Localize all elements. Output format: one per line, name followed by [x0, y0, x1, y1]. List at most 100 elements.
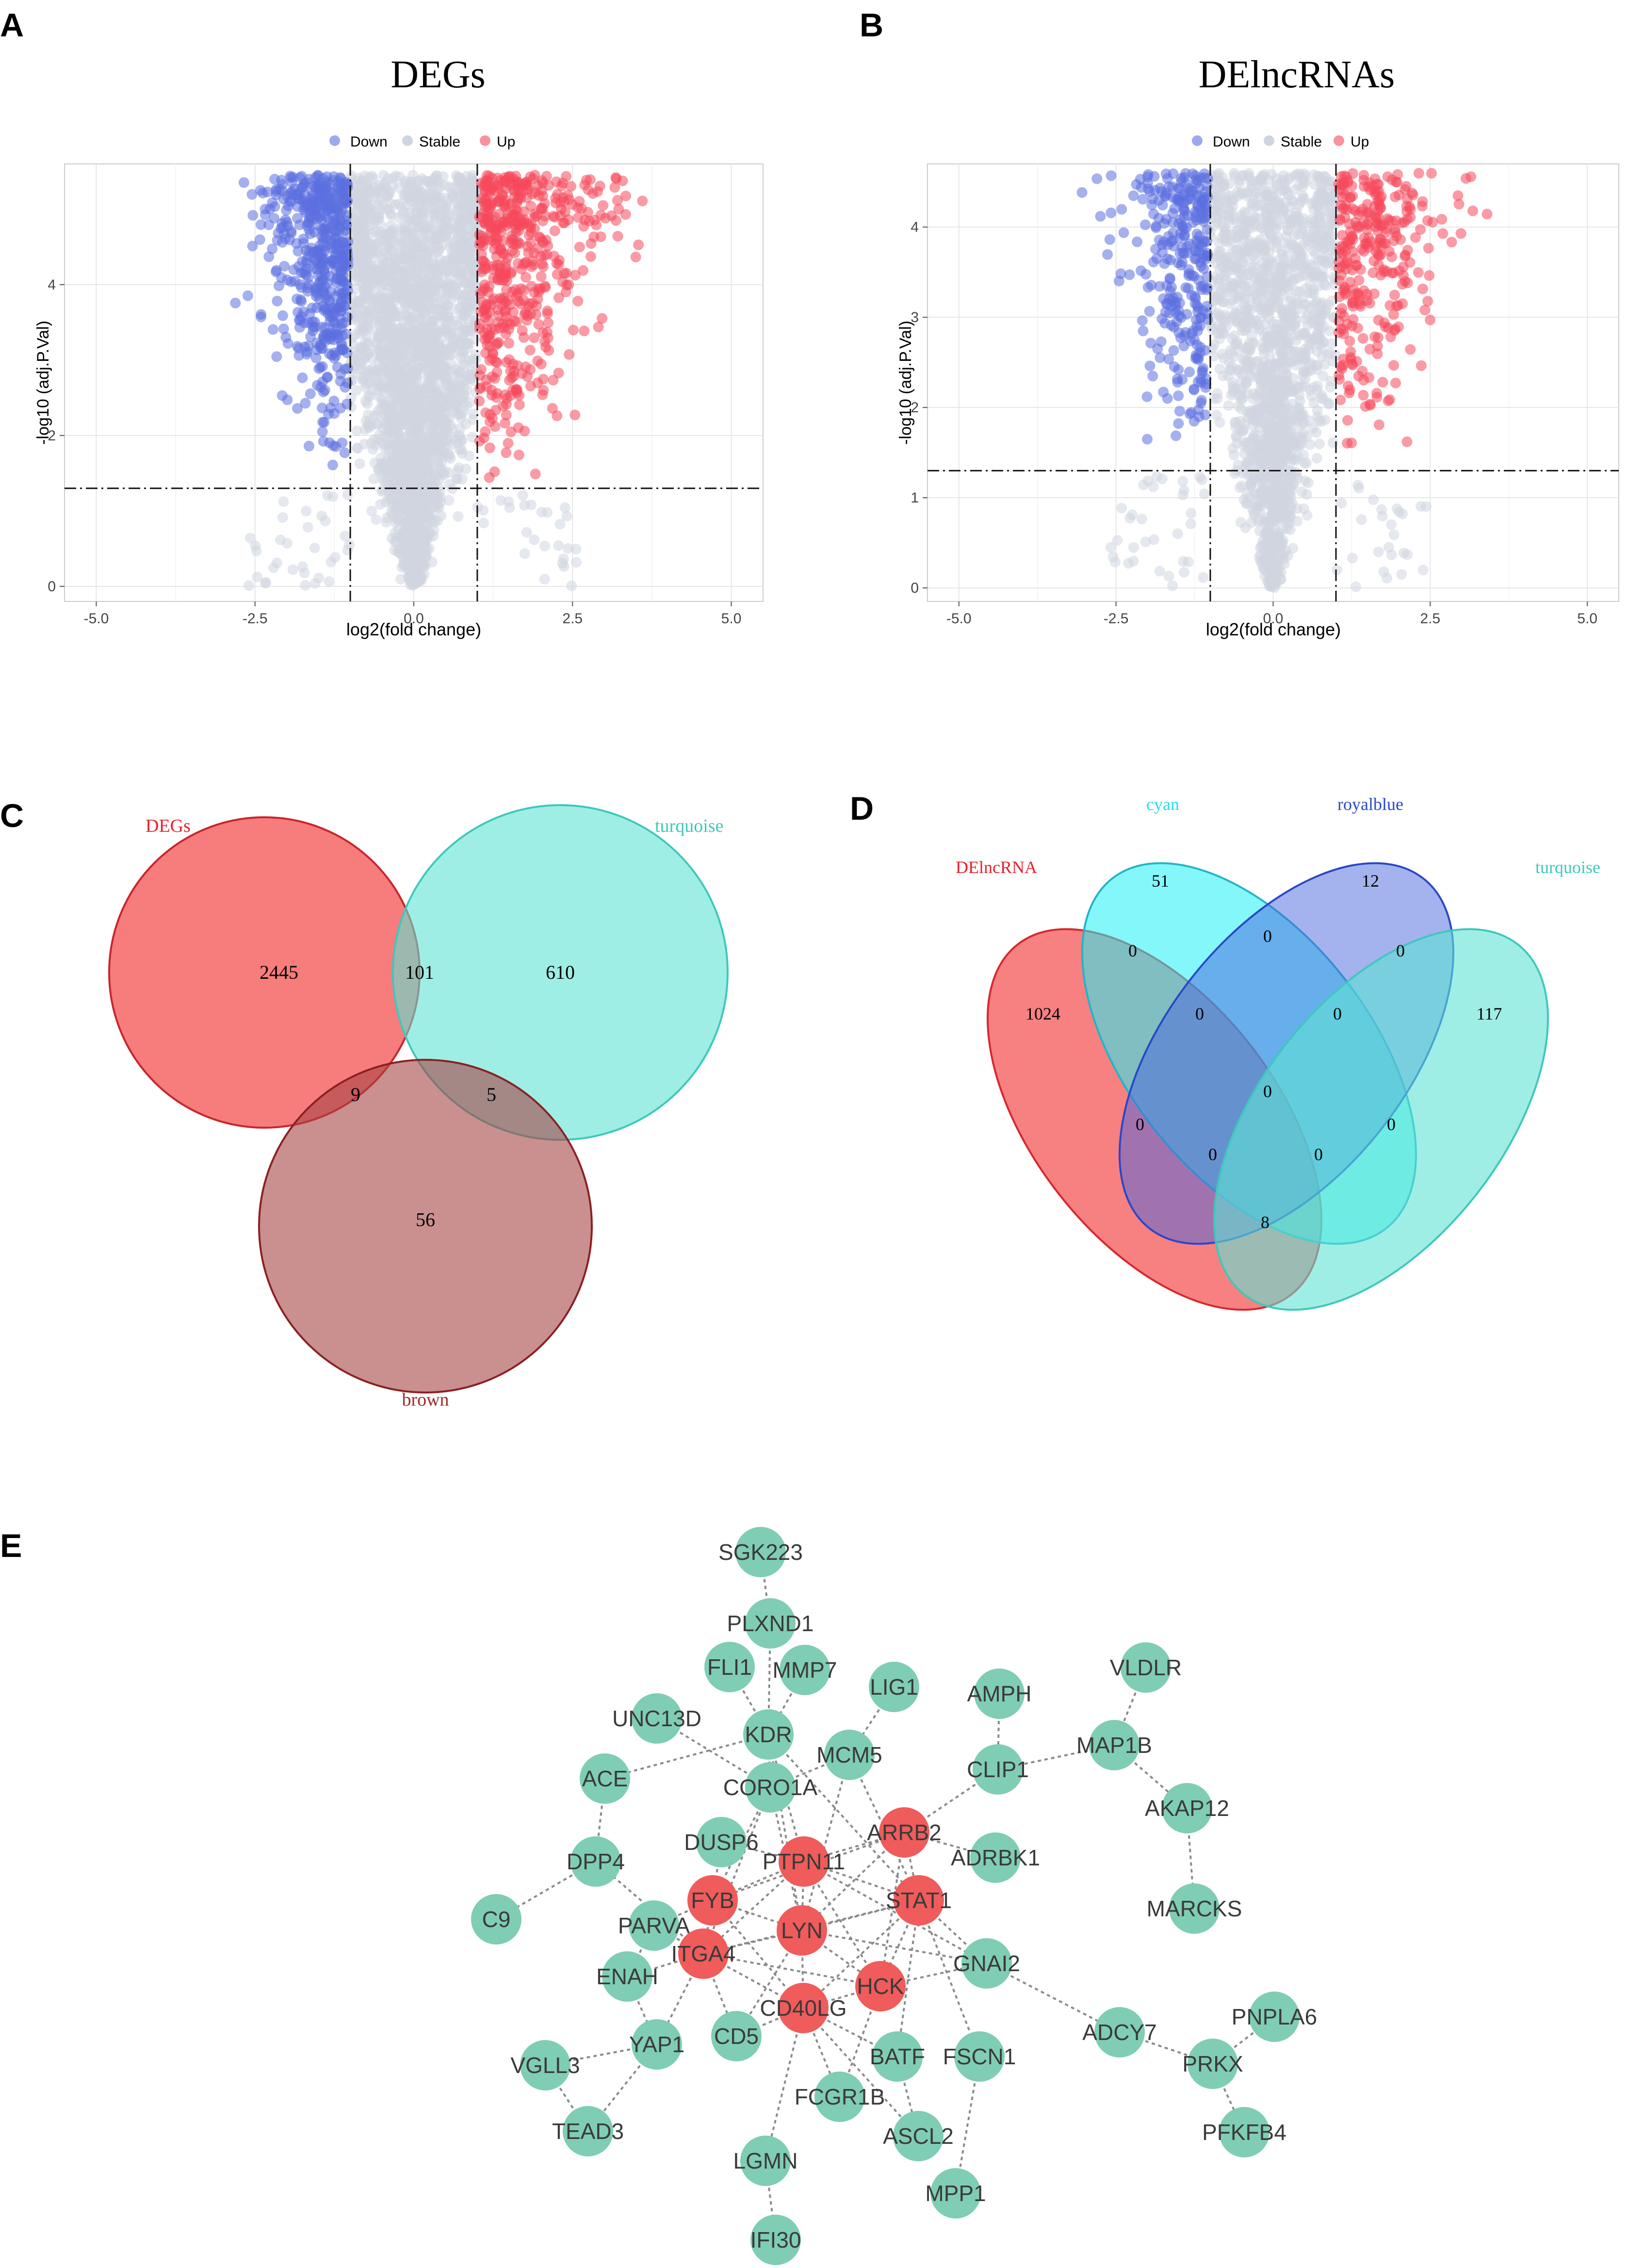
- data-point-stable: [394, 441, 405, 452]
- data-point-stable: [407, 314, 418, 325]
- volcano-plot-delncrnas: DElncRNAs Down Stable Up -5.0 -2.5 0.0 2.5 5…: [896, 53, 1619, 639]
- data-point-stable: [571, 557, 582, 568]
- legend-stable-marker: [1264, 135, 1274, 146]
- data-point-up: [543, 317, 554, 328]
- legend-up-marker: [1334, 135, 1344, 146]
- data-point-stable: [300, 580, 311, 591]
- legend-up-label: Up: [497, 134, 515, 150]
- data-point-stable: [412, 301, 423, 312]
- data-point-up: [500, 258, 511, 269]
- data-point-up: [637, 195, 648, 207]
- legend-down-marker: [329, 135, 340, 146]
- data-point-up: [521, 217, 532, 228]
- data-point-up: [514, 238, 525, 249]
- data-point-stable: [504, 502, 515, 513]
- data-point-stable: [394, 311, 405, 322]
- data-point-down: [327, 459, 338, 470]
- data-point-stable: [1223, 400, 1234, 411]
- data-point-stable: [563, 543, 573, 554]
- data-point-stable: [366, 505, 377, 517]
- data-point-stable: [387, 324, 398, 335]
- x-tick-label: -5.0: [84, 611, 109, 627]
- data-point-stable: [420, 358, 431, 369]
- data-point-stable: [1218, 353, 1229, 364]
- data-point-stable: [396, 465, 407, 476]
- data-point-stable: [382, 474, 393, 485]
- data-point-down: [260, 204, 271, 215]
- data-point-up: [630, 251, 641, 262]
- data-point-up: [474, 395, 485, 406]
- data-point-stable: [443, 495, 455, 506]
- data-point-up: [491, 219, 503, 230]
- data-point-stable: [410, 486, 421, 496]
- data-point-stable: [400, 254, 411, 265]
- data-point-stable: [439, 270, 450, 281]
- data-point-up: [579, 325, 590, 337]
- data-point-stable: [435, 254, 446, 265]
- data-point-stable: [359, 337, 371, 348]
- data-point-down: [331, 323, 342, 334]
- data-point-stable: [539, 540, 551, 551]
- data-point-down: [316, 224, 327, 235]
- data-point-down: [292, 403, 303, 414]
- y-tick-label: 4: [48, 277, 56, 293]
- data-point-up: [504, 375, 515, 386]
- data-point-up: [559, 268, 570, 279]
- data-point-up: [532, 377, 543, 389]
- data-point-up: [486, 385, 497, 396]
- data-point-stable: [370, 337, 381, 348]
- data-point-stable: [277, 512, 288, 523]
- data-point-up: [569, 270, 581, 281]
- data-point-up: [519, 425, 530, 437]
- data-point-up: [507, 286, 518, 297]
- data-point-down: [314, 181, 325, 192]
- data-point-stable: [455, 444, 465, 455]
- data-point-stable: [362, 203, 374, 214]
- x-tick-label: 5.0: [721, 611, 742, 627]
- data-point-stable: [367, 171, 378, 181]
- data-point-stable: [375, 453, 386, 464]
- data-point-stable: [442, 324, 454, 335]
- data-point-stable: [457, 196, 468, 207]
- data-point-up: [477, 230, 488, 242]
- panel-label-b: B: [860, 7, 883, 44]
- data-point-stable: [415, 451, 426, 462]
- data-point-up: [521, 272, 531, 283]
- data-point-stable: [349, 227, 360, 238]
- data-point-stable: [374, 291, 386, 302]
- data-point-down: [288, 264, 299, 275]
- data-point-stable: [1235, 517, 1246, 528]
- data-point-down: [303, 250, 314, 261]
- data-point-stable: [519, 500, 530, 511]
- data-point-stable: [400, 299, 411, 310]
- data-point-stable: [461, 297, 472, 308]
- chart-title: DElncRNAs: [1199, 53, 1395, 96]
- data-point-stable: [449, 267, 460, 278]
- data-point-stable: [358, 239, 369, 250]
- data-point-stable: [438, 171, 449, 182]
- data-point-stable: [380, 497, 391, 508]
- data-point-stable: [366, 353, 377, 364]
- data-point-up: [533, 319, 544, 330]
- data-point-up: [497, 401, 508, 412]
- data-point-stable: [358, 228, 370, 240]
- data-point-up: [553, 259, 564, 270]
- legend: Down Stable Up: [1192, 134, 1369, 150]
- data-point-up: [511, 316, 522, 327]
- data-point-up: [539, 250, 550, 261]
- data-point-down: [335, 403, 346, 414]
- data-point-down: [331, 273, 342, 284]
- data-point-up: [540, 211, 551, 222]
- data-point-down: [291, 293, 302, 305]
- data-point-stable: [419, 528, 430, 538]
- data-point-stable: [462, 370, 473, 381]
- data-point-stable: [378, 383, 389, 394]
- data-point-down: [306, 212, 317, 224]
- y-tick-label: 0: [48, 579, 56, 595]
- data-point-up: [552, 410, 563, 421]
- data-point-stable: [409, 460, 420, 471]
- data-point-stable: [359, 170, 370, 181]
- data-point-down: [272, 295, 283, 307]
- data-point-stable: [431, 350, 442, 361]
- data-point-stable: [351, 425, 362, 437]
